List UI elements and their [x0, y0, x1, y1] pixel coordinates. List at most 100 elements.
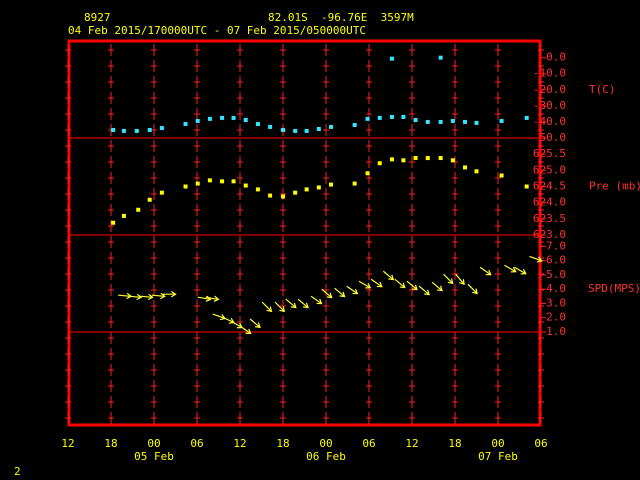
wind-arrow [297, 298, 309, 309]
y-tick-label: -20.0 [533, 83, 566, 96]
wind-arrow [274, 301, 286, 313]
data-point [243, 118, 248, 123]
data-point [220, 179, 225, 184]
grid-line [366, 44, 372, 424]
data-point [255, 187, 260, 192]
data-point [121, 128, 126, 133]
y-axis-label: SPD(MPS) [588, 282, 640, 295]
y-tick-label: 1.0 [546, 325, 566, 338]
time-period: 04 Feb 2015/170000UTC - 07 Feb 2015/0500… [68, 24, 366, 37]
data-point [365, 171, 370, 176]
y-tick-label: -30.0 [533, 99, 566, 112]
y-tick-label: 3.0 [546, 296, 566, 309]
station-id: 8927 [84, 11, 111, 24]
x-tick-label: 06 [362, 437, 375, 450]
y-tick-label: -10.0 [533, 67, 566, 80]
x-tick-label: 12 [61, 437, 74, 450]
wind-arrow [139, 293, 154, 301]
wind-arrow [431, 281, 443, 292]
data-point [524, 184, 529, 189]
grid-line [194, 44, 200, 424]
wind-arrow [504, 264, 517, 273]
data-point [159, 126, 164, 131]
x-tick-label: 18 [448, 437, 461, 450]
y-tick-label: 625.0 [533, 163, 566, 176]
x-tick-label: 00 [147, 437, 160, 450]
y-tick-label: 5.0 [546, 268, 566, 281]
wind-arrow [310, 295, 323, 305]
data-point [413, 156, 418, 161]
data-point [365, 116, 370, 121]
data-point [377, 115, 382, 120]
wind-arrow [443, 273, 454, 285]
x-tick-label: 12 [405, 437, 418, 450]
wind-arrow [479, 266, 492, 276]
y-axis-label: Pre (mb) [589, 180, 640, 193]
y-tick-label: 625.5 [533, 147, 566, 160]
y-tick-label: 4.0 [546, 282, 566, 295]
wind-arrow [285, 298, 297, 309]
data-point [389, 56, 394, 61]
wind-arrow [321, 288, 333, 299]
data-point [438, 55, 443, 60]
wind-arrow [128, 293, 143, 301]
data-point [304, 187, 309, 192]
x-tick-label: 12 [233, 437, 246, 450]
data-point [450, 158, 455, 163]
data-point [474, 120, 479, 125]
data-point [401, 158, 406, 163]
data-point [293, 128, 298, 133]
data-point [524, 115, 529, 120]
y-axis-label: T(C) [589, 83, 616, 96]
grid-line [237, 44, 243, 424]
wind-arrow [382, 270, 395, 281]
grid-line [151, 44, 157, 424]
data-point [268, 193, 273, 198]
wind-arrow [334, 287, 346, 298]
wind-arrow [455, 273, 465, 286]
data-point [183, 122, 188, 127]
data-point [450, 118, 455, 123]
frame [67, 39, 542, 427]
data-point [195, 118, 200, 123]
data-point [255, 122, 260, 127]
data-point [281, 127, 285, 132]
wind-arrow [358, 280, 372, 289]
day-label: 05 Feb [134, 450, 174, 463]
wind-arrow [346, 285, 359, 295]
y-tick-label: 2.0 [546, 311, 566, 324]
y-tick-label: 623.5 [533, 212, 566, 225]
grid-line [108, 44, 114, 424]
wind-arrow [239, 325, 252, 335]
data-point [438, 156, 443, 161]
x-tick-label: 00 [319, 437, 332, 450]
wind-arrow [467, 283, 478, 295]
data-point [207, 116, 212, 121]
data-point [352, 122, 357, 127]
y-tick-label: 624.5 [533, 180, 566, 193]
data-point [352, 181, 357, 186]
data-point [499, 173, 504, 178]
data-point [499, 118, 504, 123]
data-point [136, 207, 141, 212]
wind-arrow [212, 313, 227, 321]
data-point [293, 190, 298, 195]
data-point [159, 190, 164, 195]
grid-line [452, 44, 458, 424]
data-point [147, 127, 152, 132]
wind-arrow [205, 295, 220, 302]
x-tick-label: 00 [491, 437, 504, 450]
wind-arrow [394, 278, 406, 289]
y-tick-label: 7.0 [546, 239, 566, 252]
wind-arrow [197, 295, 212, 302]
x-tick-label: 06 [534, 437, 547, 450]
y-tick-label: -40.0 [533, 115, 566, 128]
data-point [220, 115, 225, 120]
station-location: 82.01S -96.76E 3597M [268, 11, 414, 24]
page-number: 2 [14, 465, 21, 478]
grid-line [280, 44, 286, 424]
grid-line [495, 44, 501, 424]
data-point [377, 161, 382, 166]
data-point [304, 128, 309, 133]
